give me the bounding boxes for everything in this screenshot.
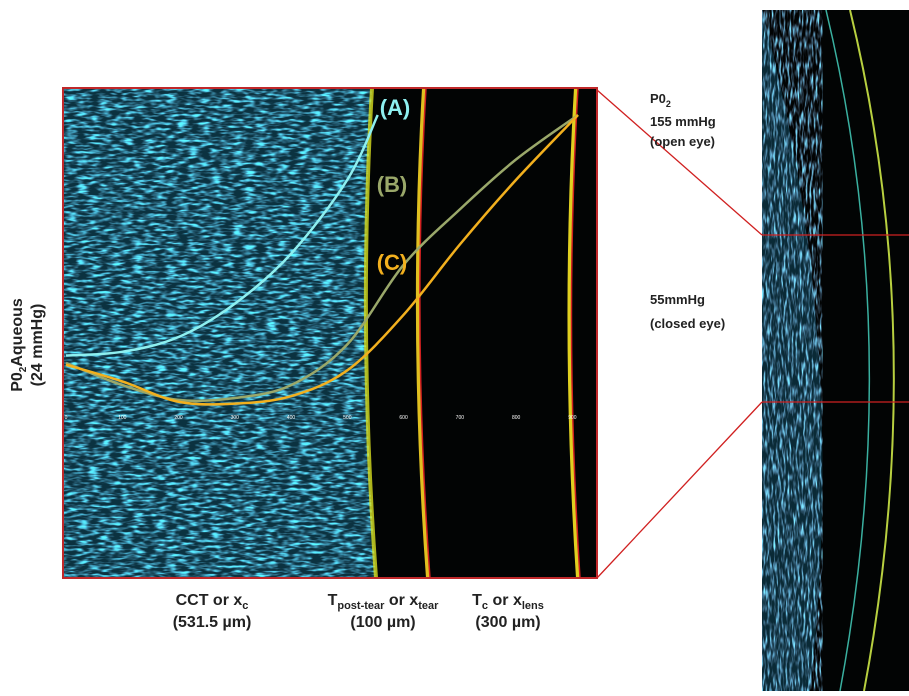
y-tick-label: 160	[604, 113, 613, 119]
curve-label: (C)	[377, 250, 408, 275]
open-eye-label: P02	[650, 91, 671, 109]
label-part: P0	[650, 91, 666, 106]
label-part: CCT or x	[176, 592, 243, 609]
open-eye-value: 155 mmHg	[650, 114, 716, 129]
label-sub: post-tear	[337, 600, 385, 612]
oct-strip	[762, 10, 909, 691]
aqueous-label: P02Aqueous (24 mmHg)	[9, 298, 46, 392]
aqueous-line2: (24 mmHg)	[29, 304, 46, 387]
label-sub: lens	[522, 600, 544, 612]
x-tick-label: 400	[287, 415, 296, 421]
lens-label: Tc or xlens	[472, 592, 544, 612]
x-tick-label: 800	[512, 415, 521, 421]
y-tick-label: 0	[607, 409, 610, 415]
y-tick-label: 120	[604, 187, 613, 193]
label-sub: tear	[418, 600, 439, 612]
cct-value: (531.5 µm)	[173, 614, 252, 631]
x-tick-label: 0	[65, 415, 68, 421]
x-tick-label: 700	[456, 415, 465, 421]
x-tick-label: 900	[568, 415, 577, 421]
open-eye-note: (open eye)	[650, 134, 715, 149]
cct-label: CCT or xc	[176, 592, 249, 612]
label-part: Aqueous	[9, 298, 26, 367]
tear-label: Tpost-tear or xtear	[328, 592, 440, 612]
aqueous-line1: P02Aqueous	[9, 298, 29, 392]
label-part: T	[472, 592, 482, 609]
closed-eye-note: (closed eye)	[650, 316, 725, 331]
x-tick-label: 100	[118, 415, 127, 421]
label-part: or x	[488, 592, 522, 609]
y-tick-label: 140	[604, 150, 613, 156]
x-tick-label: 300	[231, 415, 240, 421]
x-tick-label: 200	[174, 415, 183, 421]
tear-value: (100 µm)	[350, 614, 415, 631]
y-tick-label: 100	[604, 224, 613, 230]
y-tick-label: 60	[605, 298, 611, 304]
y-tick-label: 40	[605, 335, 611, 341]
lens-value: (300 µm)	[475, 614, 540, 631]
label-part: P0	[9, 372, 26, 392]
oct-image	[63, 88, 597, 578]
label-sub: c	[242, 600, 248, 612]
label-part: T	[328, 592, 338, 609]
y-tick-label: 80	[605, 261, 611, 267]
x-tick-label: 600	[399, 415, 408, 421]
x-tick-label: 500	[343, 415, 352, 421]
label-sub: 2	[666, 99, 671, 109]
figure: P02 155 mmHg (open eye) 55mmHg (closed e…	[0, 0, 909, 691]
closed-eye-value: 55mmHg	[650, 292, 705, 307]
y-tick-label: 20	[605, 372, 611, 378]
curve-label: (B)	[377, 172, 408, 197]
label-part: or x	[384, 592, 418, 609]
curve-label: (A)	[380, 95, 411, 120]
